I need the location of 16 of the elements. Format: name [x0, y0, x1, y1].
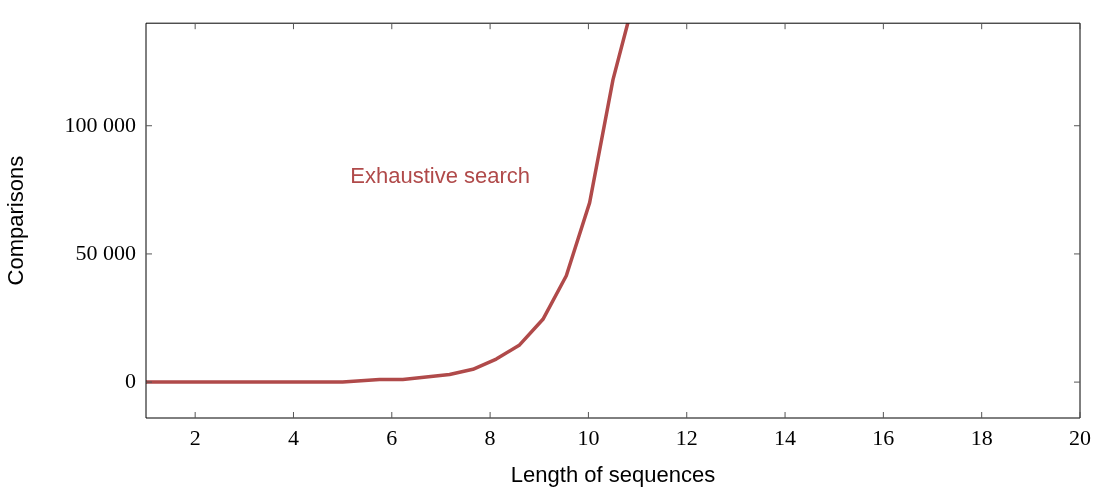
y-tick-label: 0 — [125, 367, 136, 393]
y-axis-title: Comparisons — [3, 155, 29, 286]
x-tick-label: 14 — [774, 424, 797, 450]
x-tick-label: 20 — [1069, 424, 1091, 450]
x-tick-label: 16 — [872, 424, 895, 450]
x-tick-label: 12 — [675, 424, 698, 450]
x-tick-label: 10 — [577, 424, 600, 450]
x-tick-label: 8 — [484, 424, 496, 450]
y-tick-label: 50 000 — [75, 239, 136, 265]
x-tick-label: 6 — [386, 424, 398, 450]
x-tick-label: 4 — [287, 424, 299, 450]
y-tick-label: 100 000 — [64, 111, 136, 137]
x-axis-title: Length of sequences — [510, 461, 716, 487]
x-tick-label: 18 — [970, 424, 993, 450]
x-tick-label: 2 — [189, 424, 201, 450]
text: Exhaustive search — [350, 163, 531, 189]
